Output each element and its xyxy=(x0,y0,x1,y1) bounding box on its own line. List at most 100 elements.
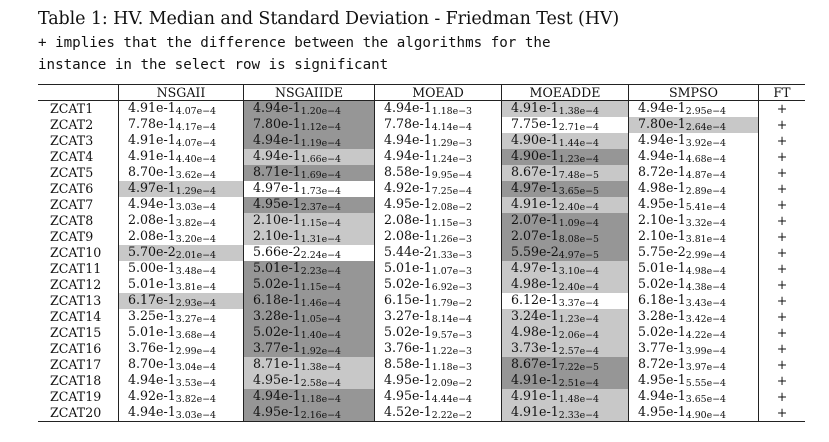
table-row: ZCAT11 5.00e-13.48e−4 5.01e-12.23e−4 5.01e-… xyxy=(38,261,805,277)
cell-nsgaiide: 8.71e-11.69e−4 xyxy=(243,165,375,181)
cell-nsgaiide: 7.80e-11.12e−4 xyxy=(243,117,375,133)
table-row: ZCAT16 3.76e-12.99e−4 3.77e-11.92e−4 3.76e-… xyxy=(38,341,805,357)
median-value: 4.91e-1 xyxy=(128,100,176,115)
std-dev-value: 4.17e−4 xyxy=(175,122,217,133)
cell-nsgaii: 4.91e-14.07e−4 xyxy=(118,100,244,117)
median-value: 3.24e-1 xyxy=(511,308,559,323)
std-dev-value: 3.81e−4 xyxy=(685,234,727,245)
median-value: 4.94e-1 xyxy=(638,148,686,163)
std-dev-value: 3.43e−4 xyxy=(685,298,727,309)
cell-moeadde: 2.07e-11.09e−4 xyxy=(501,212,629,229)
median-value: 4.92e-1 xyxy=(128,388,176,403)
cell-moead: 4.95e-12.08e−2 xyxy=(374,197,502,213)
cell-smpso: 8.72e-14.87e−4 xyxy=(628,165,759,181)
std-dev-value: 7.22e−5 xyxy=(558,362,600,373)
instance-label: ZCAT9 xyxy=(50,229,94,244)
friedman-significance-mark: + xyxy=(758,133,805,149)
median-value: 2.07e-1 xyxy=(511,212,559,227)
friedman-significance-mark: + xyxy=(758,149,805,165)
table-row: ZCAT4 4.91e-14.40e−4 4.94e-11.66e−4 4.94e-1… xyxy=(38,149,805,165)
instance-label: ZCAT3 xyxy=(50,133,94,148)
cell-smpso: 5.02e-14.38e−4 xyxy=(628,277,759,293)
cell-nsgaii: 4.94e-13.53e−4 xyxy=(118,372,244,389)
std-dev-value: 3.20e−4 xyxy=(175,234,217,245)
cell-moeadde: 4.97e-13.65e−5 xyxy=(501,181,629,197)
cell-smpso: 7.80e-12.64e−4 xyxy=(628,116,759,133)
std-dev-value: 9.57e−3 xyxy=(431,330,473,341)
friedman-significance-mark: + xyxy=(758,293,805,309)
std-dev-value: 1.23e−4 xyxy=(558,154,600,165)
median-value: 3.25e-1 xyxy=(128,308,176,323)
cell-moeadde: 8.67e-17.22e−5 xyxy=(501,357,629,373)
std-dev-value: 2.40e−4 xyxy=(558,282,600,293)
std-dev-value: 1.44e−4 xyxy=(558,138,600,149)
std-dev-value: 1.18e−4 xyxy=(300,394,342,405)
median-value: 4.91e-1 xyxy=(511,388,559,403)
cell-nsgaii: 6.17e-12.93e−4 xyxy=(118,293,244,309)
median-value: 4.90e-1 xyxy=(511,148,559,163)
cell-moeadde: 7.75e-12.71e−4 xyxy=(501,117,629,133)
median-value: 4.94e-1 xyxy=(128,196,176,211)
cell-moead: 4.94e-11.29e−3 xyxy=(374,133,502,149)
median-value: 5.70e-2 xyxy=(128,244,176,259)
median-value: 4.95e-1 xyxy=(638,404,686,419)
median-value: 4.94e-1 xyxy=(128,372,176,387)
std-dev-value: 3.04e−4 xyxy=(175,362,217,373)
cell-smpso: 8.72e-13.97e−4 xyxy=(628,357,759,373)
cell-moead: 6.15e-11.79e−2 xyxy=(374,293,502,309)
cell-moeadde: 5.59e-24.97e−5 xyxy=(501,245,629,261)
median-value: 4.97e-1 xyxy=(128,180,176,195)
median-value: 4.91e-1 xyxy=(511,404,559,419)
median-value: 4.94e-1 xyxy=(253,388,301,403)
std-dev-value: 4.68e−4 xyxy=(685,154,727,165)
median-value: 5.01e-1 xyxy=(638,260,686,275)
cell-nsgaiide: 4.94e-11.18e−4 xyxy=(243,388,375,405)
cell-nsgaiide: 2.10e-11.31e−4 xyxy=(243,229,375,245)
table-row: ZCAT12 5.01e-13.81e−4 5.02e-11.15e−4 5.02e-… xyxy=(38,277,805,293)
median-value: 3.27e-1 xyxy=(384,308,432,323)
cell-smpso: 4.95e-14.90e−4 xyxy=(628,404,759,422)
std-dev-value: 1.15e−4 xyxy=(300,218,342,229)
cell-moead: 4.52e-12.22e−2 xyxy=(374,405,502,422)
median-value: 4.94e-1 xyxy=(253,148,301,163)
cell-smpso: 2.10e-13.32e−4 xyxy=(628,213,759,229)
std-dev-value: 6.92e−3 xyxy=(431,282,473,293)
cell-moeadde: 4.98e-12.06e−4 xyxy=(501,325,629,341)
friedman-significance-mark: + xyxy=(758,389,805,405)
cell-moeadde: 4.90e-11.23e−4 xyxy=(501,148,629,165)
instance-label: ZCAT18 xyxy=(50,373,102,388)
cell-nsgaiide: 5.01e-12.23e−4 xyxy=(243,261,375,277)
table-row: ZCAT9 2.08e-13.20e−4 2.10e-11.31e−4 2.08e-1… xyxy=(38,229,805,245)
std-dev-value: 3.82e−4 xyxy=(175,218,217,229)
median-value: 4.95e-1 xyxy=(253,372,301,387)
median-value: 4.94e-1 xyxy=(384,148,432,163)
std-dev-value: 3.81e−4 xyxy=(175,282,217,293)
cell-moeadde: 2.07e-18.08e−5 xyxy=(501,229,629,245)
median-value: 4.91e-1 xyxy=(511,372,559,387)
std-dev-value: 2.64e−4 xyxy=(685,122,727,133)
instance-label: ZCAT20 xyxy=(38,405,119,422)
median-value: 7.80e-1 xyxy=(638,116,686,131)
std-dev-value: 1.09e−4 xyxy=(558,218,600,229)
cell-smpso: 4.94e-13.65e−4 xyxy=(628,389,759,405)
std-dev-value: 9.95e−4 xyxy=(431,170,473,181)
cell-nsgaiide: 5.66e-22.24e−4 xyxy=(243,245,375,261)
std-dev-value: 3.65e−5 xyxy=(558,186,600,197)
std-dev-value: 2.40e−4 xyxy=(558,202,600,213)
median-value: 8.70e-1 xyxy=(128,164,176,179)
std-dev-value: 2.71e−4 xyxy=(558,122,600,133)
median-value: 3.28e-1 xyxy=(638,308,686,323)
std-dev-value: 7.48e−5 xyxy=(558,170,600,181)
cell-moead: 8.58e-11.18e−3 xyxy=(374,357,502,373)
median-value: 4.94e-1 xyxy=(638,132,686,147)
cell-nsgaii: 2.08e-13.82e−4 xyxy=(118,213,244,229)
std-dev-value: 4.38e−4 xyxy=(685,282,727,293)
median-value: 4.97e-1 xyxy=(511,260,559,275)
std-dev-value: 3.48e−4 xyxy=(175,266,217,277)
cell-moeadde: 4.91e-11.38e−4 xyxy=(501,100,629,117)
cell-moead: 5.02e-16.92e−3 xyxy=(374,277,502,293)
std-dev-value: 5.41e−4 xyxy=(685,202,727,213)
cell-nsgaii: 5.01e-13.81e−4 xyxy=(118,277,244,293)
median-value: 2.08e-1 xyxy=(384,228,432,243)
std-dev-value: 4.40e−4 xyxy=(175,154,217,165)
